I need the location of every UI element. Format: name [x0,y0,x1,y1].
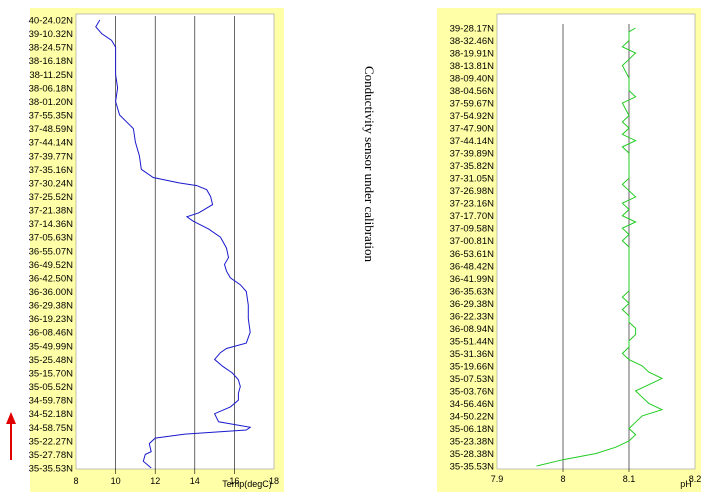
ph-y-label: 37-47.90N [450,124,495,135]
ph-x-tick-label: 8.2 [689,474,702,484]
temp-x-tick-label: 10 [111,476,121,486]
temp-y-label: 35-49.99N [29,341,74,352]
temp-y-label: 35-15.70N [29,368,74,379]
ph-y-label: 36-53.61N [450,249,495,260]
ph-y-label: 34-56.46N [450,399,495,410]
temp-y-label: 38-06.18N [29,83,74,94]
ph-y-label: 35-06.18N [450,424,495,435]
temp-y-label: 37-39.77N [29,151,74,162]
temp-y-label: 40-24.02N [29,16,74,27]
ph-y-label: 38-32.46N [450,36,495,47]
ph-y-label: 35-31.36N [450,349,495,360]
temp-y-label: 36-49.52N [29,260,74,271]
ph-x-tick-label: 8.1 [623,474,636,484]
temp-y-label: 36-36.00N [29,287,74,298]
temp-y-label: 35-27.78N [29,450,74,461]
ph-y-label: 37-35.82N [450,161,495,172]
temp-y-label: 39-10.32N [29,29,74,40]
temp-y-label: 37-48.59N [29,124,74,135]
ph-y-label: 37-31.05N [450,174,495,185]
temp-y-label: 38-16.18N [29,56,74,67]
temp-y-label: 36-08.46N [29,328,74,339]
temp-x-tick-label: 16 [229,476,239,486]
ph-y-label: 36-29.38N [450,299,495,310]
ph-y-label: 39-28.17N [450,24,495,35]
ph-x-tick-label: 8 [560,474,565,484]
temp-y-label: 37-30.24N [29,178,74,189]
ph-y-label: 38-09.40N [450,74,495,85]
temp-y-label: 35-35.53N [29,464,74,475]
ph-plot-area [496,13,696,470]
ph-y-label: 35-19.66N [450,361,495,372]
ph-x-tick-label: 7.9 [491,474,504,484]
temp-y-label: 37-05.63N [29,233,74,244]
temp-y-label: 37-35.16N [29,165,74,176]
ph-y-label: 38-04.56N [450,86,495,97]
ph-y-label: 36-48.42N [450,261,495,272]
temp-y-label: 37-21.38N [29,206,74,217]
temp-plot-area [75,13,275,470]
temp-y-label: 35-25.48N [29,355,74,366]
ph-y-label: 38-19.91N [450,49,495,60]
ph-y-label: 35-35.53N [450,462,495,473]
temp-y-label: 34-58.75N [29,423,74,434]
temp-x-tick-label: 18 [269,476,279,486]
ph-y-label: 37-39.89N [450,149,495,160]
ph-y-label: 37-09.58N [450,224,495,235]
temp-y-label: 37-44.14N [29,138,74,149]
temp-y-label: 34-52.18N [29,409,74,420]
temp-y-label: 38-11.25N [29,70,73,81]
temp-x-axis-title: Temp(degC) [222,479,272,489]
ph-y-label: 37-23.16N [450,199,495,210]
ph-y-label: 36-41.99N [450,274,495,285]
ph-y-label: 37-00.81N [450,236,495,247]
temp-y-label: 36-42.50N [29,273,74,284]
ph-x-axis-title: pH [680,479,692,489]
temp-y-label: 37-55.35N [29,111,74,122]
temp-y-label: 35-05.52N [29,382,74,393]
ph-y-label: 36-08.94N [450,324,495,335]
red-up-arrow-icon [6,412,16,460]
temp-y-label: 36-19.23N [29,314,74,325]
calibration-note: Conductivity sensor under calibration [362,66,377,263]
ph-y-label: 36-35.63N [450,286,495,297]
temp-y-label: 37-25.52N [29,192,74,203]
temp-y-label: 38-01.20N [29,97,74,108]
ph-y-label: 37-17.70N [450,211,495,222]
ph-series-line [536,27,664,467]
temp-y-label: 37-14.36N [29,219,74,230]
temp-y-label: 35-22.27N [29,436,74,447]
temp-x-tick-label: 12 [150,476,160,486]
ph-y-label: 35-23.38N [450,436,495,447]
temp-y-label: 34-59.78N [29,396,74,407]
temp-series-line [95,19,252,469]
ph-y-label: 35-03.76N [450,386,495,397]
ph-y-label: 37-54.92N [450,111,495,122]
ph-y-label: 34-50.22N [450,411,495,422]
ph-y-label: 35-51.44N [450,336,495,347]
ph-y-label: 36-22.33N [450,311,495,322]
temp-y-label: 36-29.38N [29,301,74,312]
ph-y-label: 38-13.81N [450,61,495,72]
ph-y-label: 37-59.67N [450,99,495,110]
temp-x-tick-label: 14 [190,476,200,486]
temp-y-label: 36-55.07N [29,246,74,257]
ph-y-label: 37-44.14N [450,136,495,147]
temp-y-label: 38-24.57N [29,43,74,54]
ph-y-label: 35-28.38N [450,449,495,460]
ph-y-label: 37-26.98N [450,186,495,197]
ph-y-label: 35-07.53N [450,374,495,385]
temp-x-tick-label: 8 [73,476,78,486]
